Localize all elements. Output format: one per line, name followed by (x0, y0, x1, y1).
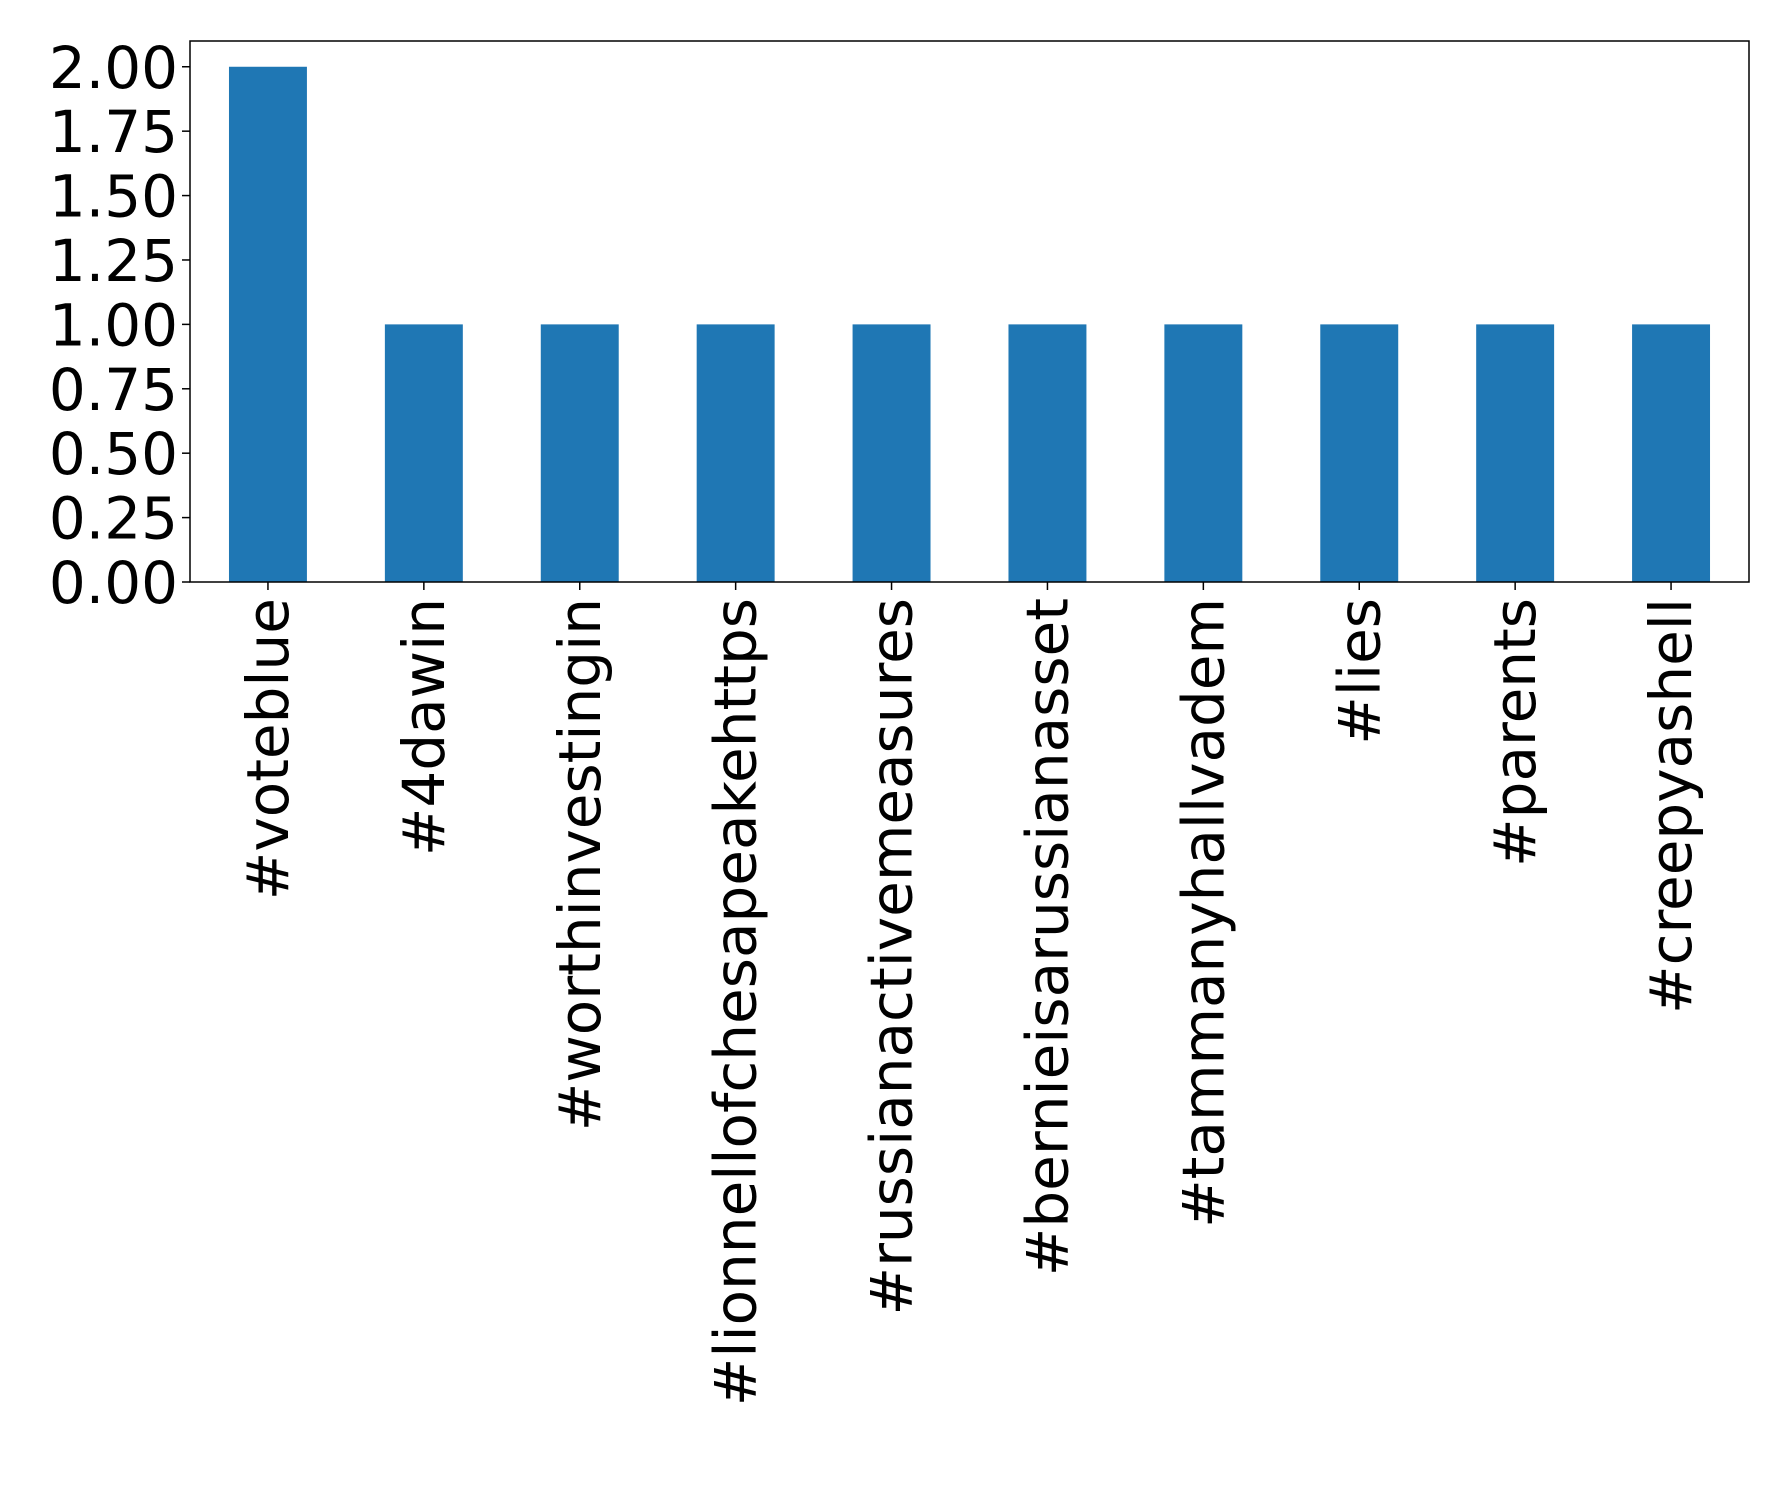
bar (1476, 324, 1555, 582)
y-tick-label: 1.50 (49, 163, 178, 231)
x-tick-label: #parents (1481, 598, 1549, 867)
bar (384, 324, 463, 582)
y-tick-label: 0.00 (49, 549, 178, 617)
x-tick-label: #creepyashell (1637, 598, 1705, 1014)
bar (696, 324, 775, 582)
x-tick-label: #worthinvestingin (546, 598, 614, 1131)
x-tick-label: #4dawin (390, 598, 458, 856)
y-tick-label: 1.25 (49, 227, 178, 295)
y-tick-label: 1.00 (49, 291, 178, 359)
bar (228, 66, 307, 582)
y-tick-label: 2.00 (49, 34, 178, 102)
y-axis: 0.000.250.500.751.001.251.501.752.00 (49, 34, 190, 617)
bar (1320, 324, 1399, 582)
bar (1008, 324, 1087, 582)
x-tick-label: #voteblue (234, 598, 302, 900)
y-tick-label: 1.75 (49, 98, 178, 166)
bar (1632, 324, 1711, 582)
x-axis: #voteblue #4dawin #worthinvestingin #lionne… (234, 582, 1705, 1406)
bar (852, 324, 931, 582)
x-tick-label: #tammanyhallvadem (1169, 598, 1237, 1228)
bar (540, 324, 619, 582)
y-tick-label: 0.25 (49, 485, 178, 553)
plot-frame (189, 40, 1750, 583)
x-tick-label: #russianactivemeasures (858, 598, 926, 1316)
y-tick-label: 0.50 (49, 420, 178, 488)
y-tick-label: 0.75 (49, 356, 178, 424)
bars-group (228, 66, 1711, 582)
x-tick-label: #lies (1325, 598, 1393, 745)
bar (1164, 324, 1243, 582)
x-tick-label: #lionnellofchesapeakehttps (702, 598, 770, 1406)
x-tick-label: #bernieisarussianasset (1013, 598, 1081, 1276)
